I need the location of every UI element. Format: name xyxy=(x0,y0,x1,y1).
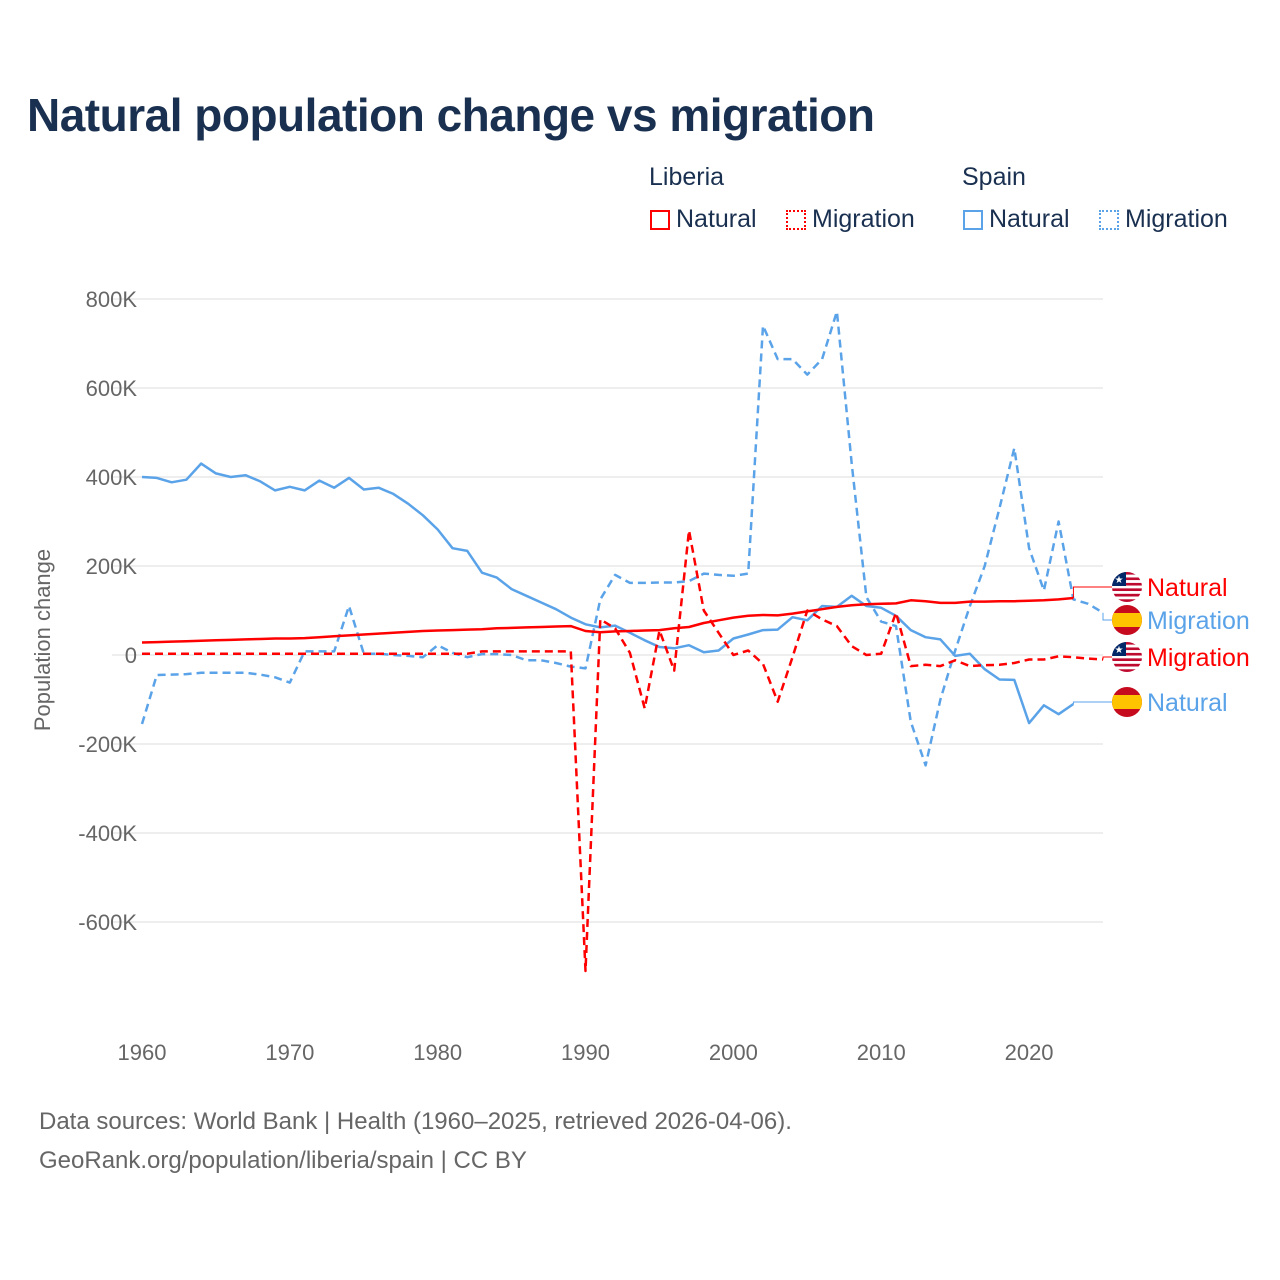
y-tick-label: 0 xyxy=(125,643,137,668)
legend-label: Natural xyxy=(676,205,757,233)
flag-stripe xyxy=(1112,572,1142,575)
y-tick-label: 200K xyxy=(86,554,138,579)
flag-yellow xyxy=(1112,613,1142,627)
flag-stripe xyxy=(1112,666,1142,670)
label-leader-line xyxy=(1072,701,1112,704)
flag-body xyxy=(1112,605,1142,635)
x-tick-label: 2020 xyxy=(1005,1040,1054,1065)
x-tick-label: 1970 xyxy=(265,1040,314,1065)
flag-stripe xyxy=(1112,577,1142,581)
flag-stripe xyxy=(1112,596,1142,600)
legend-spain-natural[interactable]: Natural xyxy=(963,205,1070,234)
series-line-spain-migration xyxy=(140,310,1104,767)
series-end-label: Natural xyxy=(1147,574,1228,602)
star-icon: ★ xyxy=(1115,575,1124,586)
y-tick-label: -600K xyxy=(78,910,137,935)
flag-stripe xyxy=(1112,599,1142,602)
flag-body: ★ xyxy=(1112,572,1142,602)
spain-flag-icon xyxy=(1112,687,1142,717)
legend-label: Migration xyxy=(1125,205,1228,233)
y-tick-label: 800K xyxy=(86,287,138,312)
legend-group-spain: Spain xyxy=(962,163,1026,191)
y-tick-label: -200K xyxy=(78,732,137,757)
flag-body: ★ xyxy=(1112,642,1142,672)
flag-stripe xyxy=(1112,642,1142,645)
legend-label: Migration xyxy=(812,205,915,233)
x-tick-label: 1990 xyxy=(561,1040,610,1065)
legend-swatch-solid xyxy=(650,209,670,230)
legend-swatch-dotted xyxy=(786,209,806,230)
flag-stripe xyxy=(1112,655,1142,659)
flag-stripe xyxy=(1112,669,1142,672)
spain-flag-icon xyxy=(1112,605,1142,635)
y-tick-label: 600K xyxy=(86,376,138,401)
flag-body xyxy=(1112,687,1142,717)
series-line-liberia-migration xyxy=(142,529,1104,973)
legend-swatch-dotted xyxy=(1099,209,1119,230)
y-axis-label: Population change xyxy=(30,549,55,731)
legend-label: Natural xyxy=(989,205,1070,233)
flag-stripe xyxy=(1112,574,1142,578)
liberia-flag-icon: ★ xyxy=(1112,572,1142,602)
flag-stripe xyxy=(1112,591,1142,594)
source-line-2[interactable]: GeoRank.org/population/liberia/spain | C… xyxy=(39,1147,527,1174)
label-leader-line xyxy=(1102,656,1112,660)
flag-stripe xyxy=(1112,650,1142,653)
flag-stripe xyxy=(1112,582,1142,586)
flag-stripe xyxy=(1112,588,1142,592)
liberia-flag-icon: ★ xyxy=(1112,642,1142,672)
legend-swatch-solid xyxy=(963,209,983,230)
y-tick-label: 400K xyxy=(86,465,138,490)
flag-stripe xyxy=(1112,580,1142,583)
flag-stripe xyxy=(1112,585,1142,589)
series-line-liberia-natural xyxy=(141,596,1074,644)
series-line-spain-natural xyxy=(141,462,1075,725)
x-tick-label: 2000 xyxy=(709,1040,758,1065)
flag-stripe xyxy=(1112,647,1142,651)
x-tick-label: 1960 xyxy=(118,1040,167,1065)
y-tick-label: -400K xyxy=(78,821,137,846)
label-leader-line xyxy=(1102,612,1112,621)
star-icon: ★ xyxy=(1115,645,1124,656)
source-line-1: Data sources: World Bank | Health (1960–… xyxy=(39,1108,792,1135)
flag-stripe xyxy=(1112,661,1142,664)
flag-stripe xyxy=(1112,658,1142,662)
series-end-label: Natural xyxy=(1147,689,1228,717)
flag-yellow xyxy=(1112,695,1142,709)
flag-stripe xyxy=(1112,652,1142,656)
legend-group-liberia: Liberia xyxy=(649,163,725,191)
legend-spain-migration[interactable]: Migration xyxy=(1099,205,1228,234)
x-tick-label: 1980 xyxy=(413,1040,462,1065)
series-end-label: Migration xyxy=(1147,644,1250,672)
series-end-label: Migration xyxy=(1147,607,1250,635)
chart-title: Natural population change vs migration xyxy=(27,89,875,141)
flag-stripe xyxy=(1112,593,1142,597)
flag-stripe xyxy=(1112,644,1142,648)
flag-stripe xyxy=(1112,663,1142,667)
legend-liberia-migration[interactable]: Migration xyxy=(786,205,915,234)
legend-liberia-natural[interactable]: Natural xyxy=(650,205,757,234)
label-leader-line xyxy=(1072,586,1112,599)
x-tick-label: 2010 xyxy=(857,1040,906,1065)
